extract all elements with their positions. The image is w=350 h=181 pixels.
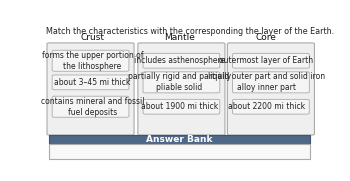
FancyBboxPatch shape (232, 99, 309, 114)
Text: Mantle: Mantle (164, 33, 195, 42)
Text: Core: Core (256, 33, 276, 42)
FancyBboxPatch shape (49, 135, 309, 144)
FancyBboxPatch shape (138, 43, 225, 135)
Text: Answer Bank: Answer Bank (146, 135, 213, 144)
Text: Match the characteristics with the corresponding the layer of the Earth.: Match the characteristics with the corre… (47, 27, 335, 36)
FancyBboxPatch shape (228, 43, 314, 135)
Text: about 2200 mi thick: about 2200 mi thick (228, 102, 305, 111)
FancyBboxPatch shape (52, 50, 129, 71)
FancyBboxPatch shape (232, 72, 309, 93)
Text: outermost layer of Earth: outermost layer of Earth (219, 56, 313, 65)
Text: partially rigid and partially
pliable solid: partially rigid and partially pliable so… (128, 72, 231, 92)
Text: forms the upper portion of
the lithosphere: forms the upper portion of the lithosphe… (42, 51, 144, 71)
FancyBboxPatch shape (232, 53, 309, 68)
Text: Crust: Crust (80, 33, 105, 42)
Text: contains mineral and fossil
fuel deposits: contains mineral and fossil fuel deposit… (41, 97, 144, 117)
FancyBboxPatch shape (47, 43, 134, 135)
FancyBboxPatch shape (143, 72, 220, 93)
FancyBboxPatch shape (52, 96, 129, 117)
FancyBboxPatch shape (52, 75, 129, 90)
Text: includes asthenosphere: includes asthenosphere (134, 56, 225, 65)
FancyBboxPatch shape (49, 144, 309, 159)
FancyBboxPatch shape (143, 99, 220, 114)
Text: about 1900 mi thick: about 1900 mi thick (141, 102, 218, 111)
Text: about 3–45 mi thick: about 3–45 mi thick (54, 78, 131, 87)
Text: liquid outer part and solid iron
alloy inner part: liquid outer part and solid iron alloy i… (208, 72, 325, 92)
FancyBboxPatch shape (143, 53, 220, 68)
